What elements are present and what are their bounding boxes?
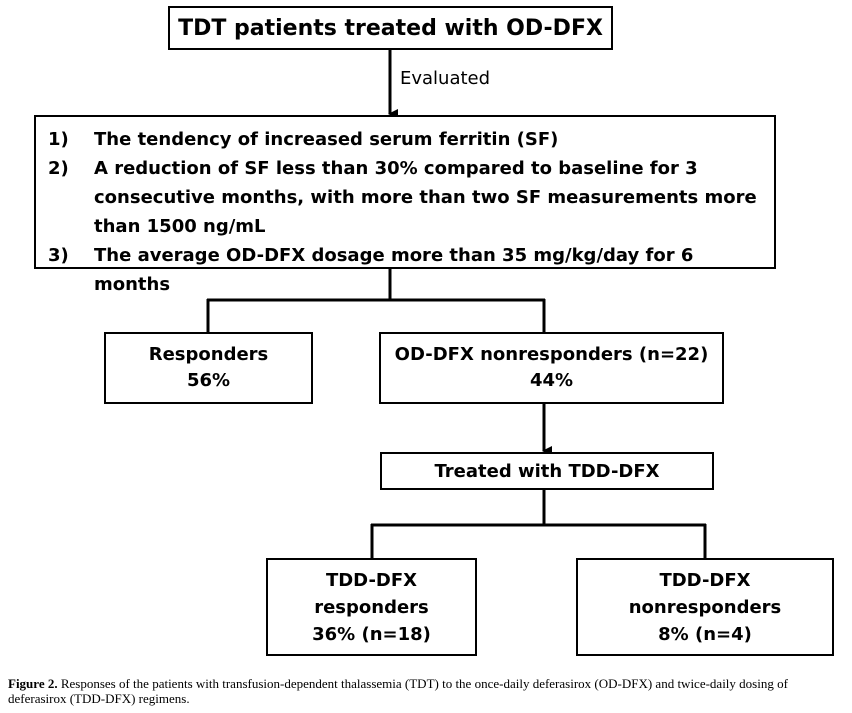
- tdd-nonresponders-line1: TDD-DFX: [659, 569, 751, 591]
- tdd-nonresponders-line3: 8% (n=4): [658, 623, 752, 645]
- tdd-treated-label: Treated with TDD-DFX: [434, 460, 660, 482]
- criterion-1: 1) The tendency of increased serum ferri…: [48, 125, 760, 154]
- criterion-number: 1): [48, 129, 69, 150]
- title-box: TDT patients treated with OD-DFX: [168, 6, 613, 50]
- tdd-responders-line3: 36% (n=18): [312, 623, 431, 645]
- tdd-responders-line2: responders: [314, 596, 429, 618]
- criterion-3: 3) The average OD-DFX dosage more than 3…: [48, 241, 760, 299]
- title-text: TDT patients treated with OD-DFX: [178, 15, 603, 41]
- criterion-number: 3): [48, 245, 69, 266]
- criterion-number: 2): [48, 158, 69, 179]
- responders-percent: 56%: [186, 370, 231, 391]
- nonresponders-label: OD-DFX nonresponders (n=22): [394, 344, 709, 365]
- evaluated-label: Evaluated: [400, 68, 491, 89]
- figure-caption: Figure 2. Responses of the patients with…: [8, 676, 848, 706]
- treated-with-tdd-dfx-box: Treated with TDD-DFX: [380, 452, 714, 490]
- nonresponders-percent: 44%: [529, 370, 574, 391]
- criterion-text: The average OD-DFX dosage more than 35 m…: [94, 245, 694, 295]
- criterion-2: 2) A reduction of SF less than 30% compa…: [48, 154, 760, 241]
- tdd-responders-line1: TDD-DFX: [325, 569, 418, 591]
- tdd-dfx-responders-box: TDD-DFX responders 36% (n=18): [266, 558, 477, 656]
- od-dfx-nonresponders-box: OD-DFX nonresponders (n=22) 44%: [379, 332, 724, 404]
- criterion-text: The tendency of increased serum ferritin…: [94, 129, 559, 150]
- responders-box: Responders 56%: [104, 332, 313, 404]
- tdd-dfx-nonresponders-box: TDD-DFX nonresponders 8% (n=4): [576, 558, 834, 656]
- caption-text: Responses of the patients with transfusi…: [8, 676, 788, 706]
- caption-label: Figure 2.: [8, 676, 58, 691]
- tdd-nonresponders-line2: nonresponders: [628, 596, 782, 618]
- criterion-text: A reduction of SF less than 30% compared…: [94, 158, 757, 237]
- responders-label: Responders: [148, 344, 269, 365]
- criteria-box: 1) The tendency of increased serum ferri…: [34, 115, 776, 295]
